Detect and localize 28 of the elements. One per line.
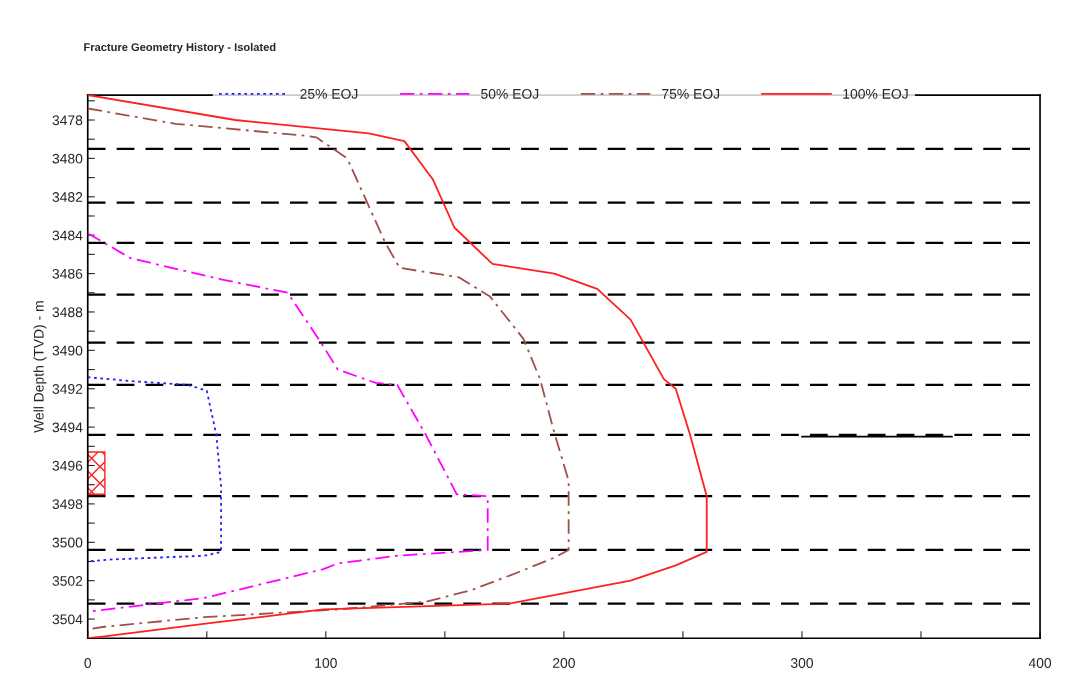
y-tick-label: 3488 [52,307,83,318]
x-tick-label: 200 [553,658,575,668]
legend-label: 25% EOJ [300,88,358,99]
y-tick-label: 3484 [52,230,83,241]
y-tick-label: 3498 [52,499,83,510]
y-tick-label: 3494 [52,422,83,433]
y-tick-label: 3490 [52,345,83,356]
x-tick-label: 100 [315,658,337,668]
y-tick-label: 3492 [52,384,83,394]
legend-label: 75% EOJ [662,88,720,99]
line-series [87,232,489,613]
text: 100% EOJ [843,88,908,99]
legend-label: 50% EOJ [481,88,539,99]
y-tick-label: 3502 [52,576,83,586]
line-series [87,376,222,563]
y-tick-label: 3480 [52,153,83,164]
y-tick-label: 3496 [52,460,83,471]
y-tick-label: 3504 [52,614,83,625]
x-tick-label: 300 [790,658,814,668]
y-tick-label: 3486 [52,268,83,279]
y-tick-label: 3478 [52,115,83,126]
chart-title: Fracture Geometry History - Isolated [84,42,276,54]
x-tick-label: 0 [84,658,92,668]
y-tick-label: 3482 [52,192,83,202]
y-axis-title: Well Depth (TVD) - m [33,301,47,433]
line-series [87,107,570,630]
x-tick-label: 400 [1028,658,1052,668]
y-tick-label: 3500 [52,537,83,548]
